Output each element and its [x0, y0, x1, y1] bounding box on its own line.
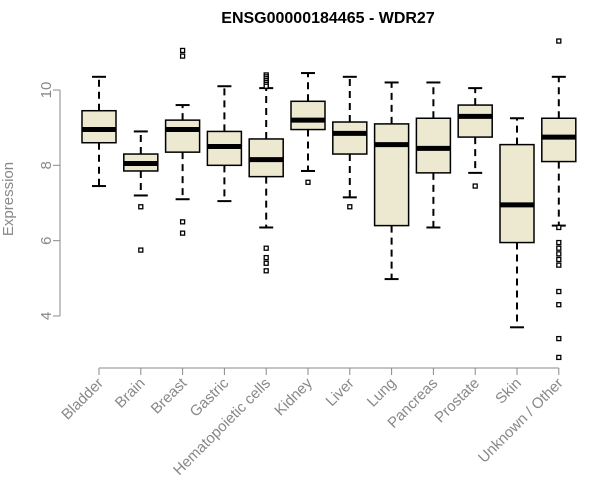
outlier-point — [138, 247, 144, 253]
box-breast — [164, 47, 201, 236]
box-bladder — [81, 75, 117, 188]
outlier-point — [263, 254, 269, 261]
outlier-point — [179, 53, 186, 59]
outlier-point — [347, 204, 353, 210]
box-prostate — [457, 87, 493, 189]
x-tick-label: Liver — [323, 375, 358, 410]
box-gastric — [206, 85, 243, 203]
outlier-point — [556, 335, 562, 342]
chart-title: ENSG00000184465 - WDR27 — [221, 10, 435, 27]
outlier-point — [556, 239, 562, 246]
outlier-point — [472, 183, 478, 189]
iqr-box — [499, 143, 535, 244]
y-tick-label: 8 — [38, 161, 55, 169]
outlier-point — [263, 83, 269, 89]
outlier-point — [263, 245, 269, 251]
outlier-point — [305, 179, 311, 185]
iqr-box — [541, 117, 577, 163]
outlier-point — [179, 219, 186, 225]
x-tick-label: Prostate — [431, 375, 483, 427]
outlier-point — [556, 38, 562, 44]
iqr-box — [457, 104, 493, 138]
x-tick-label: Kidney — [271, 374, 316, 419]
outlier-point — [138, 204, 144, 210]
iqr-box — [415, 117, 452, 174]
iqr-box — [81, 109, 117, 144]
outlier-point — [556, 251, 562, 257]
outlier-point — [556, 354, 562, 361]
outlier-point — [179, 230, 186, 236]
y-axis-label: Expression — [0, 162, 17, 236]
box-unknown-other — [541, 38, 577, 361]
box-lung — [373, 81, 410, 281]
boxes-group — [81, 38, 577, 361]
x-tick-label: Lung — [364, 375, 400, 411]
box-kidney — [290, 72, 326, 185]
outlier-point — [556, 245, 562, 251]
x-tick-label: Skin — [492, 375, 525, 408]
iqr-box — [164, 119, 201, 153]
outlier-point — [263, 260, 269, 266]
outlier-point — [179, 47, 186, 54]
x-tick-label: Bladder — [58, 375, 107, 424]
y-tick-label: 10 — [38, 82, 55, 99]
box-skin — [499, 117, 535, 329]
outlier-point — [263, 268, 269, 274]
iqr-box — [373, 123, 410, 227]
y-tick-label: 4 — [38, 312, 55, 320]
box-liver — [332, 75, 368, 210]
box-hematopoietic-cells — [248, 72, 284, 274]
outlier-point — [556, 256, 562, 263]
x-tick-label: Brain — [112, 375, 149, 412]
y-axis: 4 6 8 10 — [38, 82, 61, 320]
x-tick-label: Breast — [148, 374, 191, 417]
outlier-point — [556, 224, 562, 231]
y-tick-label: 6 — [38, 236, 55, 244]
outlier-point — [556, 262, 562, 268]
outlier-point — [556, 302, 562, 308]
box-brain — [123, 130, 159, 253]
box-pancreas — [415, 81, 452, 229]
iqr-box — [290, 100, 326, 131]
iqr-box — [332, 121, 368, 155]
outlier-point — [556, 288, 562, 295]
